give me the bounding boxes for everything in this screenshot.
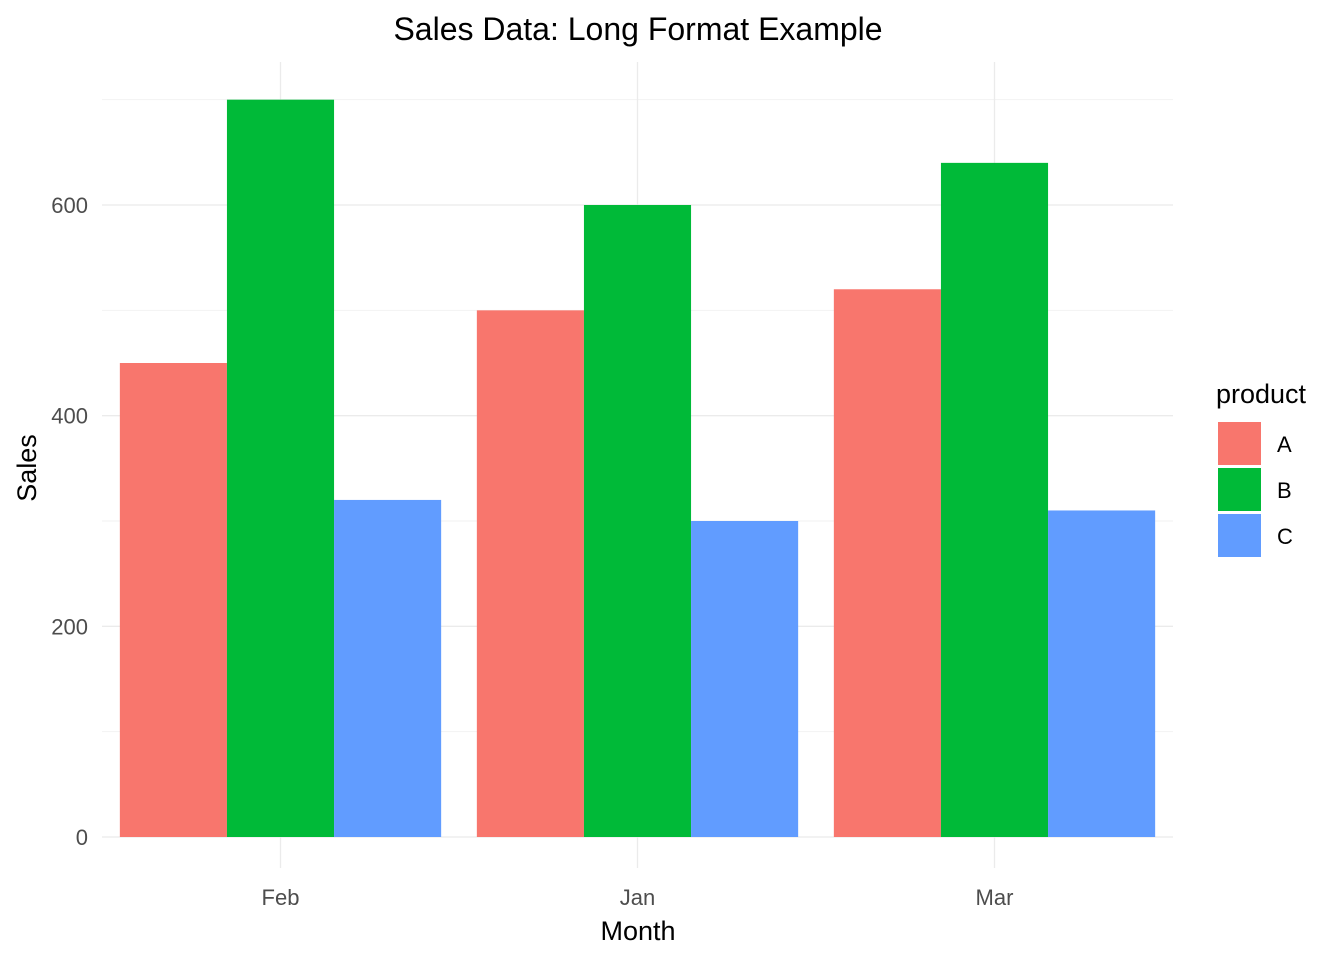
y-tick-label: 0 [76,825,88,850]
x-tick-label: Mar [976,885,1014,910]
legend-swatch-C [1218,514,1261,557]
x-axis-title: Month [600,916,675,946]
legend-label-C: C [1277,524,1293,549]
legend-swatch-A [1218,422,1261,465]
legend-label-B: B [1277,478,1292,503]
legend-label-A: A [1277,432,1292,457]
bar-B-Feb [226,99,335,837]
bar-A-Mar [833,289,941,837]
bar-C-Feb [334,499,442,837]
bar-B-Jan [583,205,692,837]
bars-group [119,99,1156,837]
legend: product ABC [1216,379,1307,557]
legend-swatch-B [1218,468,1261,511]
y-axis-ticks: 0 200 400 600 [51,193,88,850]
y-tick-label: 600 [51,193,88,218]
y-axis-title: Sales [12,434,42,502]
legend-title: product [1216,379,1307,409]
y-tick-label: 400 [51,404,88,429]
bar-A-Feb [119,363,227,837]
legend-items: ABC [1218,422,1293,557]
bar-C-Mar [1048,510,1156,837]
y-tick-label: 200 [51,614,88,639]
x-axis-ticks: Feb Jan Mar [262,885,1014,910]
x-tick-label: Feb [262,885,300,910]
bar-C-Jan [691,521,799,837]
chart-title: Sales Data: Long Format Example [393,11,882,47]
x-tick-label: Jan [620,885,655,910]
bar-B-Mar [940,162,1049,837]
bar-A-Jan [476,310,584,837]
